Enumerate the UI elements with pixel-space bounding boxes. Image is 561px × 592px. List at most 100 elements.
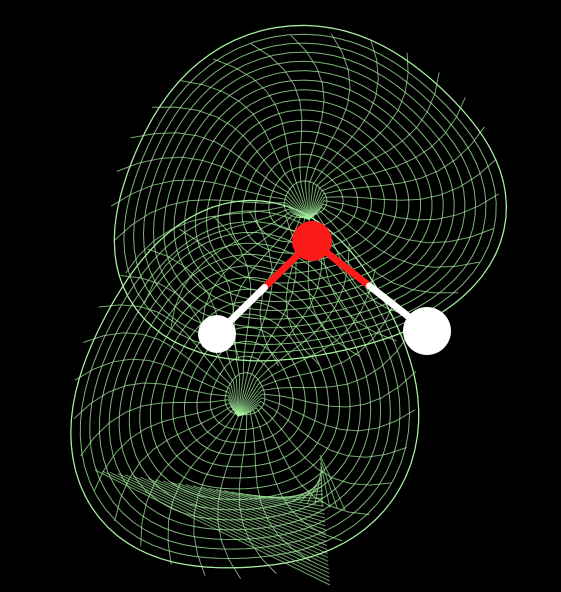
mesh-ring	[229, 130, 385, 264]
mesh-spoke	[237, 407, 370, 516]
mesh-fan-line	[231, 491, 325, 515]
mesh-spoke	[308, 193, 499, 221]
mesh-spoke	[237, 371, 417, 417]
mesh-spoke	[308, 52, 409, 220]
mesh-spoke	[111, 179, 310, 220]
mesh-spoke	[140, 408, 239, 547]
wireframe-surface	[70, 24, 508, 586]
mesh-ring	[217, 119, 398, 274]
mesh-spoke	[167, 410, 239, 565]
mesh-ring	[142, 51, 477, 337]
atom-group	[198, 221, 451, 355]
mesh-fan-line	[132, 475, 329, 566]
mesh-ring	[184, 89, 433, 303]
mesh-fan-line	[319, 458, 338, 509]
mesh-ring	[172, 313, 318, 468]
mesh-spoke	[201, 213, 310, 348]
mesh-ring	[268, 166, 344, 232]
mesh-fan-line	[291, 482, 323, 502]
mesh-fan-line	[162, 480, 328, 551]
mesh-spoke	[170, 211, 310, 328]
mesh-spoke	[308, 39, 379, 220]
mesh-spoke	[98, 304, 239, 417]
mesh-ring	[98, 232, 391, 541]
mesh-fan-line	[200, 486, 326, 531]
mesh-spoke	[290, 34, 325, 220]
mesh-spoke	[193, 412, 241, 576]
mesh-ring	[160, 301, 330, 479]
mesh-spoke	[73, 382, 239, 419]
oxygen-atom	[292, 221, 332, 261]
mesh-spoke	[114, 405, 239, 522]
mesh-spoke	[151, 106, 310, 220]
mesh-spoke	[213, 58, 310, 220]
mesh-fan-line	[216, 488, 326, 523]
mesh-spoke	[116, 156, 310, 220]
mesh-spoke	[237, 268, 376, 417]
mesh-fan-line	[178, 482, 327, 543]
mesh-spoke	[74, 358, 239, 417]
mesh-spoke	[179, 80, 310, 220]
mesh-fan-line	[109, 471, 330, 578]
mesh-ring	[224, 372, 266, 416]
mesh-fan-line	[170, 481, 328, 547]
mesh-spoke	[308, 72, 440, 220]
mesh-fan-line	[147, 478, 329, 558]
mesh-spoke	[93, 402, 239, 491]
mesh-fan-line	[319, 454, 346, 511]
mesh-fan-line	[125, 474, 329, 570]
mesh-spoke	[237, 397, 416, 432]
mesh-spoke	[125, 205, 310, 274]
mesh-fan-line	[117, 473, 330, 574]
mesh-fan-line	[208, 487, 326, 527]
mesh-fan-line	[238, 492, 325, 511]
mesh-spoke	[147, 248, 239, 417]
mesh-fan-line	[102, 470, 330, 582]
mesh-fan-line	[155, 479, 328, 554]
mesh-fan-line	[284, 486, 323, 501]
mesh-spoke	[237, 243, 350, 417]
mesh-fan-line	[314, 470, 322, 506]
mesh-spoke	[237, 409, 343, 542]
mesh-spoke	[308, 159, 497, 220]
mesh-spoke	[250, 43, 310, 220]
mesh-ring	[152, 60, 466, 329]
mesh-spoke	[237, 225, 323, 417]
mesh-spoke	[237, 401, 407, 458]
mesh-spoke	[237, 211, 273, 417]
mesh-ring	[133, 42, 487, 346]
mesh-ring	[196, 340, 294, 444]
mesh-spoke	[120, 274, 239, 417]
surface-silhouette	[70, 199, 420, 569]
mesh-ring	[209, 355, 281, 431]
mesh-spoke	[80, 399, 239, 457]
mesh-spoke	[179, 228, 241, 417]
mesh-spoke	[308, 97, 466, 220]
mesh-spoke	[308, 33, 351, 220]
mesh-fan-line	[223, 490, 325, 519]
mesh-spoke	[237, 299, 397, 417]
mesh-ring	[194, 99, 422, 293]
mesh-fan-line	[140, 476, 329, 562]
mesh-ring	[163, 70, 455, 320]
mesh-fan-line	[94, 469, 331, 586]
mesh-spoke	[308, 209, 459, 294]
mesh-spoke	[130, 132, 310, 220]
mesh-fan-line	[193, 485, 327, 535]
mesh-spoke	[237, 404, 392, 486]
hydrogen-atom	[198, 315, 236, 353]
mesh-spoke	[237, 333, 410, 417]
mesh-spoke	[83, 332, 239, 417]
mesh-ring	[149, 288, 341, 490]
mesh-spoke	[308, 206, 480, 268]
mesh-spoke	[237, 412, 277, 574]
hydrogen-atom	[403, 307, 451, 355]
mesh-spoke	[217, 412, 244, 579]
mesh-spoke	[237, 411, 311, 562]
mesh-fan-line	[320, 462, 331, 508]
mesh-fan-line	[320, 466, 323, 507]
mesh-ring	[128, 265, 362, 511]
mesh-fan-line	[185, 484, 327, 539]
